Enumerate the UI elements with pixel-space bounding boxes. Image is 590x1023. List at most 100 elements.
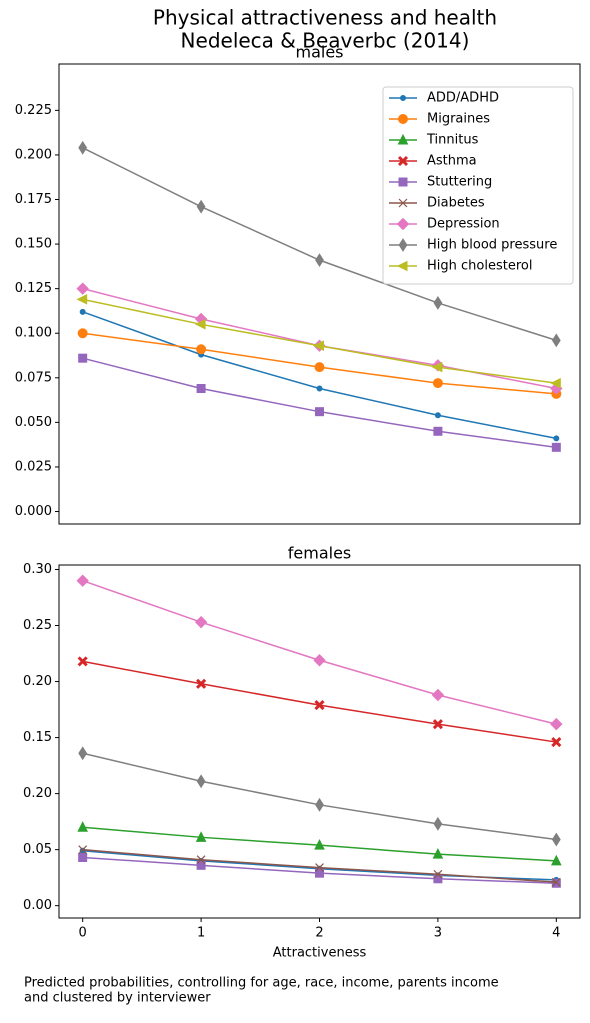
series-line — [82, 579, 557, 725]
marker — [76, 282, 89, 295]
x-tick-label: 3 — [434, 926, 442, 941]
legend-label: Depression — [427, 217, 500, 232]
axes-frame — [58, 564, 581, 919]
marker — [551, 736, 562, 748]
marker — [432, 848, 444, 859]
marker — [196, 199, 206, 214]
y-tick-label: 0.25 — [23, 618, 52, 633]
legend-label: High blood pressure — [427, 238, 557, 253]
marker — [314, 839, 325, 850]
figure-title: Physical attractiveness and health — [153, 6, 497, 30]
legend-label: High cholesterol — [427, 259, 532, 274]
marker — [550, 717, 563, 731]
x-tick-label: 4 — [552, 926, 560, 941]
marker — [77, 328, 88, 339]
marker — [78, 845, 88, 855]
legend-marker — [397, 133, 409, 145]
marker — [196, 860, 206, 870]
y-tick-label: 0.175 — [15, 192, 52, 207]
marker — [194, 615, 208, 629]
legend-marker — [396, 260, 408, 272]
legend-label: ADD/ADHD — [427, 91, 499, 106]
axes-frame — [58, 63, 581, 525]
legend-label: Migraines — [427, 112, 490, 127]
marker — [551, 878, 561, 888]
y-tick-label: 0.150 — [15, 237, 52, 252]
marker — [551, 877, 561, 887]
marker — [315, 868, 324, 878]
y-tick-label: 0.30 — [23, 562, 52, 577]
legend-box — [382, 86, 574, 285]
y-tick-label: 0.025 — [15, 459, 52, 474]
marker — [78, 852, 88, 862]
marker — [196, 383, 206, 393]
marker — [77, 821, 88, 832]
series-line — [82, 752, 557, 841]
y-tick-label: 0.225 — [15, 103, 52, 118]
legend-marker — [398, 238, 408, 252]
legend-label: Tinnitus — [426, 133, 479, 148]
y-tick-label: 0.00 — [23, 898, 52, 913]
marker — [433, 426, 443, 436]
marker — [78, 746, 88, 761]
marker — [315, 407, 324, 417]
marker — [195, 831, 207, 842]
marker — [314, 362, 325, 373]
marker — [313, 340, 324, 352]
series-line — [82, 660, 557, 743]
legend-label: Asthma — [427, 154, 477, 169]
marker — [78, 353, 88, 363]
legend-marker — [398, 198, 408, 208]
marker — [551, 442, 561, 452]
y-tick-label: 0.05 — [23, 842, 52, 857]
x-axis-label: Attractiveness — [273, 946, 367, 961]
caption: Predicted probabilities, controlling for… — [24, 976, 499, 991]
legend-marker — [400, 95, 406, 101]
marker — [78, 140, 88, 155]
legend-label: Stuttering — [427, 175, 492, 190]
marker — [77, 656, 88, 667]
y-tick-label: 0.20 — [23, 786, 52, 801]
y-tick-label: 0.20 — [23, 674, 52, 689]
legend-marker — [397, 155, 409, 167]
marker — [433, 874, 443, 884]
marker — [196, 774, 206, 789]
y-tick-label: 0.15 — [23, 730, 52, 745]
marker — [314, 700, 325, 711]
marker — [76, 574, 89, 587]
x-tick-label: 2 — [315, 926, 323, 941]
panel-title: females — [288, 544, 352, 563]
y-tick-label: 0.100 — [15, 326, 52, 341]
marker — [433, 869, 443, 879]
marker — [433, 295, 443, 310]
marker — [553, 435, 560, 442]
marker — [315, 863, 324, 872]
marker — [433, 816, 443, 831]
marker — [316, 385, 323, 392]
y-tick-label: 0.050 — [15, 415, 52, 430]
marker — [434, 412, 441, 419]
marker — [431, 688, 445, 702]
marker — [432, 719, 443, 730]
marker — [194, 319, 206, 330]
marker — [315, 253, 324, 268]
y-tick-label: 0.000 — [15, 504, 52, 519]
marker — [431, 361, 443, 373]
marker — [196, 344, 207, 355]
caption: and clustered by interviewer — [24, 991, 211, 1006]
y-tick-label: 0.200 — [15, 147, 52, 162]
legend-marker — [398, 177, 408, 187]
panel-title: males — [295, 43, 343, 62]
marker — [313, 654, 326, 667]
marker — [315, 797, 324, 812]
marker — [550, 377, 561, 389]
marker — [76, 294, 88, 305]
legend-marker — [398, 114, 408, 124]
marker — [432, 378, 443, 389]
x-tick-label: 0 — [79, 926, 87, 941]
marker — [79, 308, 86, 315]
legend-label: Diabetes — [427, 196, 485, 211]
marker — [196, 855, 206, 865]
marker — [551, 854, 562, 866]
